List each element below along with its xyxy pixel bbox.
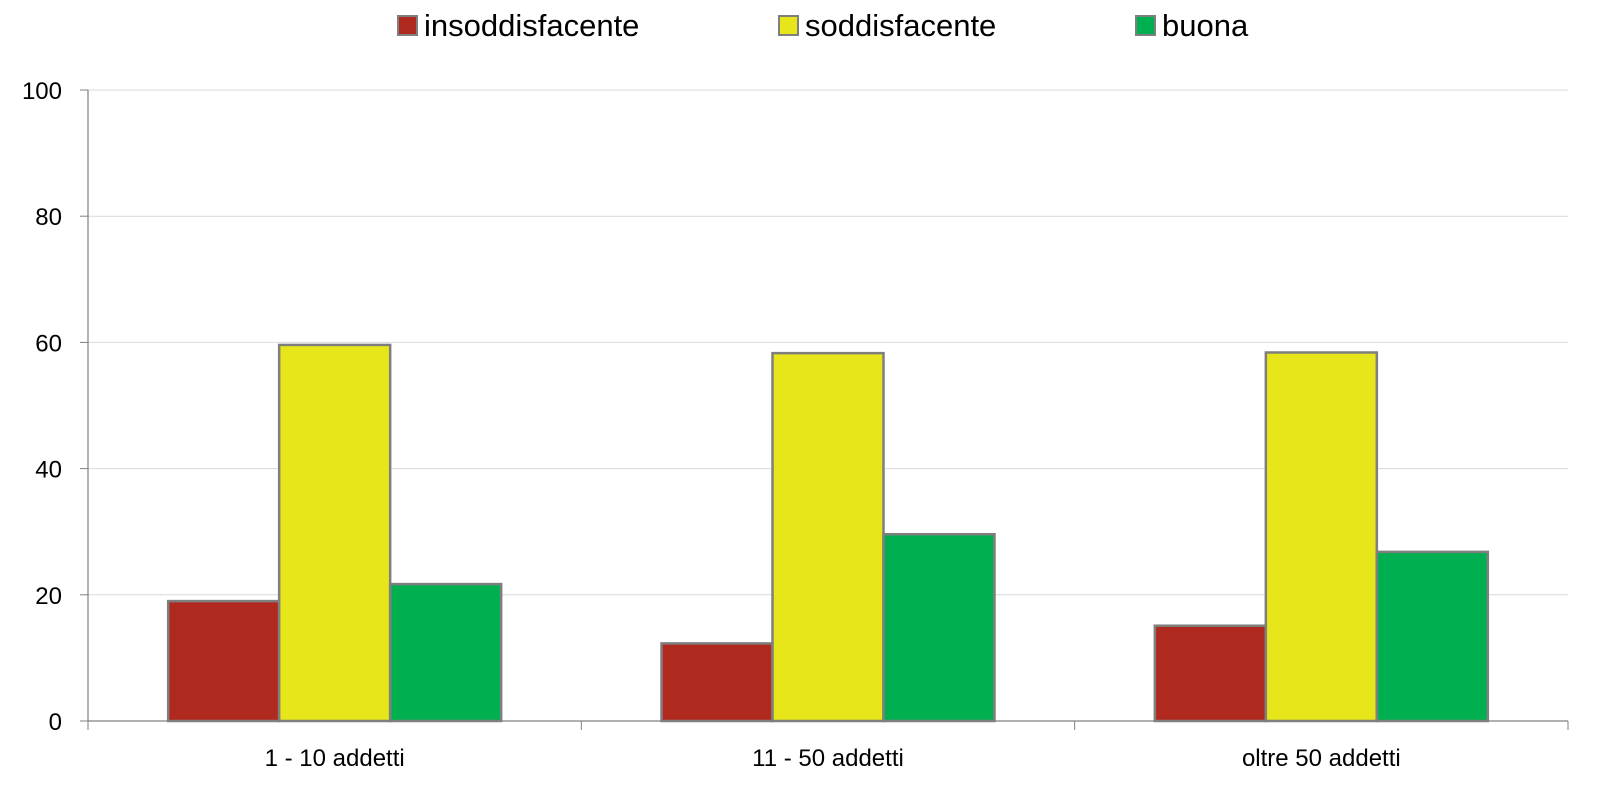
legend-swatch-buona: [1135, 15, 1156, 36]
chart-legend: insoddisfacente soddisfacente buona: [397, 8, 1249, 43]
y-axis-ticks: 0 20 40 60 80 100: [22, 78, 62, 736]
bar-insoddisfacente-3: [1153, 624, 1268, 723]
legend-swatch-soddisfacente: [778, 15, 799, 36]
legend-swatch-insoddisfacente: [397, 15, 418, 36]
bar-soddisfacente-1: [277, 343, 392, 723]
bar-series: [166, 343, 1490, 723]
legend-label-insoddisfacente: insoddisfacente: [424, 8, 639, 43]
y-tick-label: 80: [35, 204, 62, 231]
bar-soddisfacente-3: [1264, 351, 1379, 723]
bar-buona-2: [882, 532, 996, 723]
y-tick-label: 0: [49, 709, 62, 736]
bar-insoddisfacente-2: [660, 642, 774, 723]
y-tick-label: 40: [35, 457, 62, 484]
y-tick-label: 60: [35, 330, 62, 357]
legend-label-soddisfacente: soddisfacente: [805, 8, 996, 43]
legend-label-buona: buona: [1162, 8, 1249, 43]
chart-axes: [80, 89, 1569, 730]
x-axis-categories: 1 - 10 addetti 11 - 50 addetti oltre 50 ad…: [265, 745, 1401, 772]
x-category-label: oltre 50 addetti: [1242, 745, 1401, 772]
bar-buona-1: [388, 582, 503, 723]
y-tick-label: 20: [35, 583, 62, 610]
x-category-label: 1 - 10 addetti: [265, 745, 405, 772]
y-tick-label: 100: [22, 78, 62, 105]
bar-buona-3: [1375, 550, 1490, 723]
bar-soddisfacente-2: [771, 351, 885, 723]
x-category-label: 11 - 50 addetti: [752, 745, 904, 772]
bar-insoddisfacente-1: [166, 599, 281, 723]
